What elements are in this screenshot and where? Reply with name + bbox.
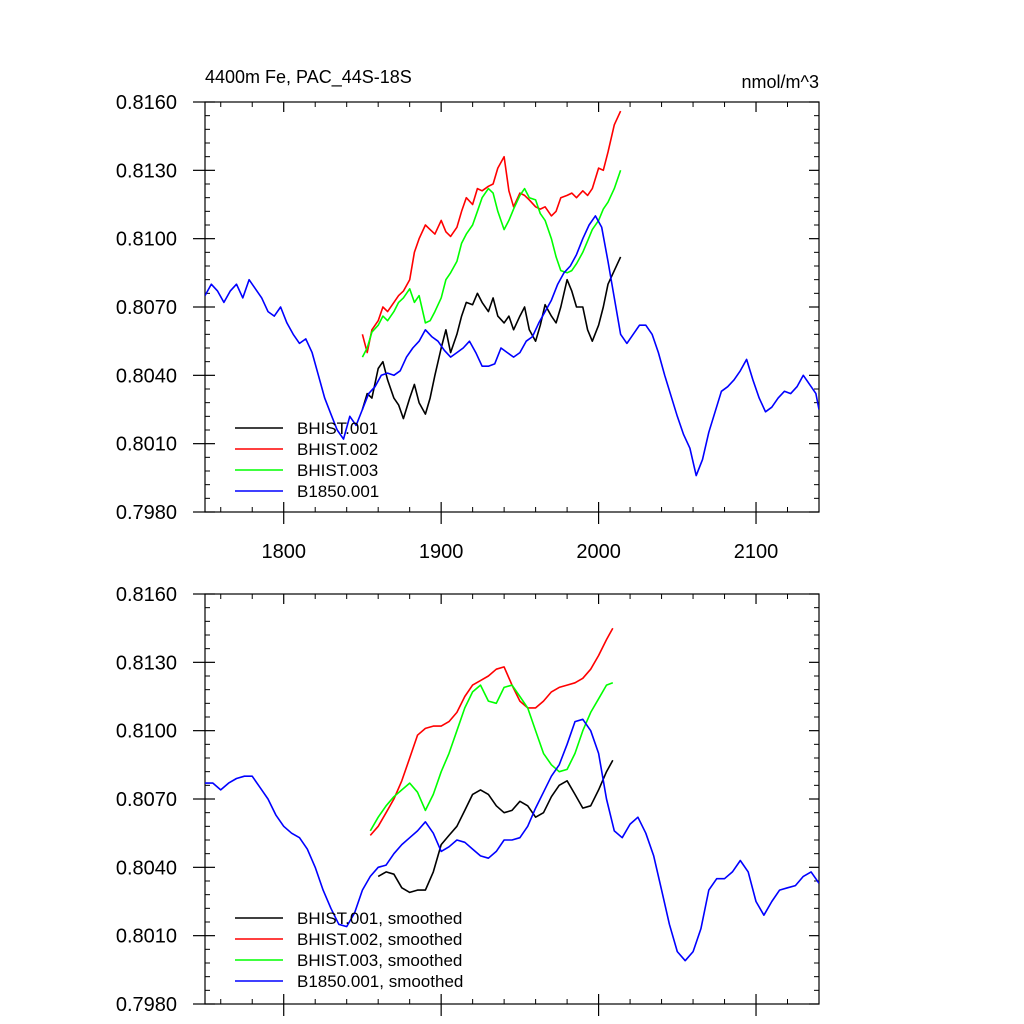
y-tick-label: 0.8040 [116, 857, 177, 879]
legend-label-bhist-003-smoothed: BHIST.003, smoothed [297, 951, 462, 970]
series-line-bhist-002-smoothed [369, 627, 614, 836]
series-line-bhist-001 [361, 256, 622, 420]
y-tick-label: 0.8160 [116, 584, 177, 606]
x-tick-label: 2000 [576, 541, 621, 563]
y-tick-label: 0.7980 [116, 994, 177, 1016]
y-tick-label: 0.8010 [116, 926, 177, 948]
legend-label-b1850-001-smoothed: B1850.001, smoothed [297, 972, 463, 991]
series-line-b1850-001 [205, 215, 819, 477]
y-tick-label: 0.8130 [116, 652, 177, 674]
series-line-bhist-002 [361, 110, 622, 354]
y-tick-label: 0.8100 [116, 721, 177, 743]
x-tick-label: 1900 [419, 541, 464, 563]
top-chart-title: 4400m Fe, PAC_44S-18S [205, 67, 412, 88]
legend-label-bhist-003: BHIST.003 [297, 461, 378, 480]
series-line-bhist-003-smoothed [369, 682, 614, 832]
y-tick-label: 0.8130 [116, 160, 177, 182]
legend-label-bhist-002: BHIST.002 [297, 440, 378, 459]
legend-label-b1850-001: B1850.001 [297, 482, 379, 501]
y-tick-label: 0.8010 [116, 434, 177, 456]
legend-label-bhist-002-smoothed: BHIST.002, smoothed [297, 930, 462, 949]
top-chart-units: nmol/m^3 [742, 72, 819, 92]
y-tick-label: 0.7980 [116, 502, 177, 524]
x-tick-label: 2100 [734, 541, 779, 563]
y-tick-label: 0.8070 [116, 297, 177, 319]
series-line-b1850-001-smoothed [205, 718, 819, 962]
y-tick-label: 0.8160 [116, 92, 177, 114]
series-line-bhist-001-smoothed [377, 759, 614, 894]
y-tick-label: 0.8040 [116, 365, 177, 387]
legend-label-bhist-001-smoothed: BHIST.001, smoothed [297, 909, 462, 928]
y-tick-label: 0.8100 [116, 229, 177, 251]
y-tick-label: 0.8070 [116, 789, 177, 811]
x-tick-label: 1800 [261, 541, 306, 563]
legend-label-bhist-001: BHIST.001 [297, 419, 378, 438]
series-line-bhist-003 [361, 170, 622, 358]
bottom-chart-panel: 0.7980 0.8010 0.8040 0.8070 0.8100 0.8130 0.81… [116, 584, 820, 1016]
top-chart-panel: 4400m Fe, PAC_44S-18S nmol/m^3 0.7980 0.8… [116, 67, 820, 563]
